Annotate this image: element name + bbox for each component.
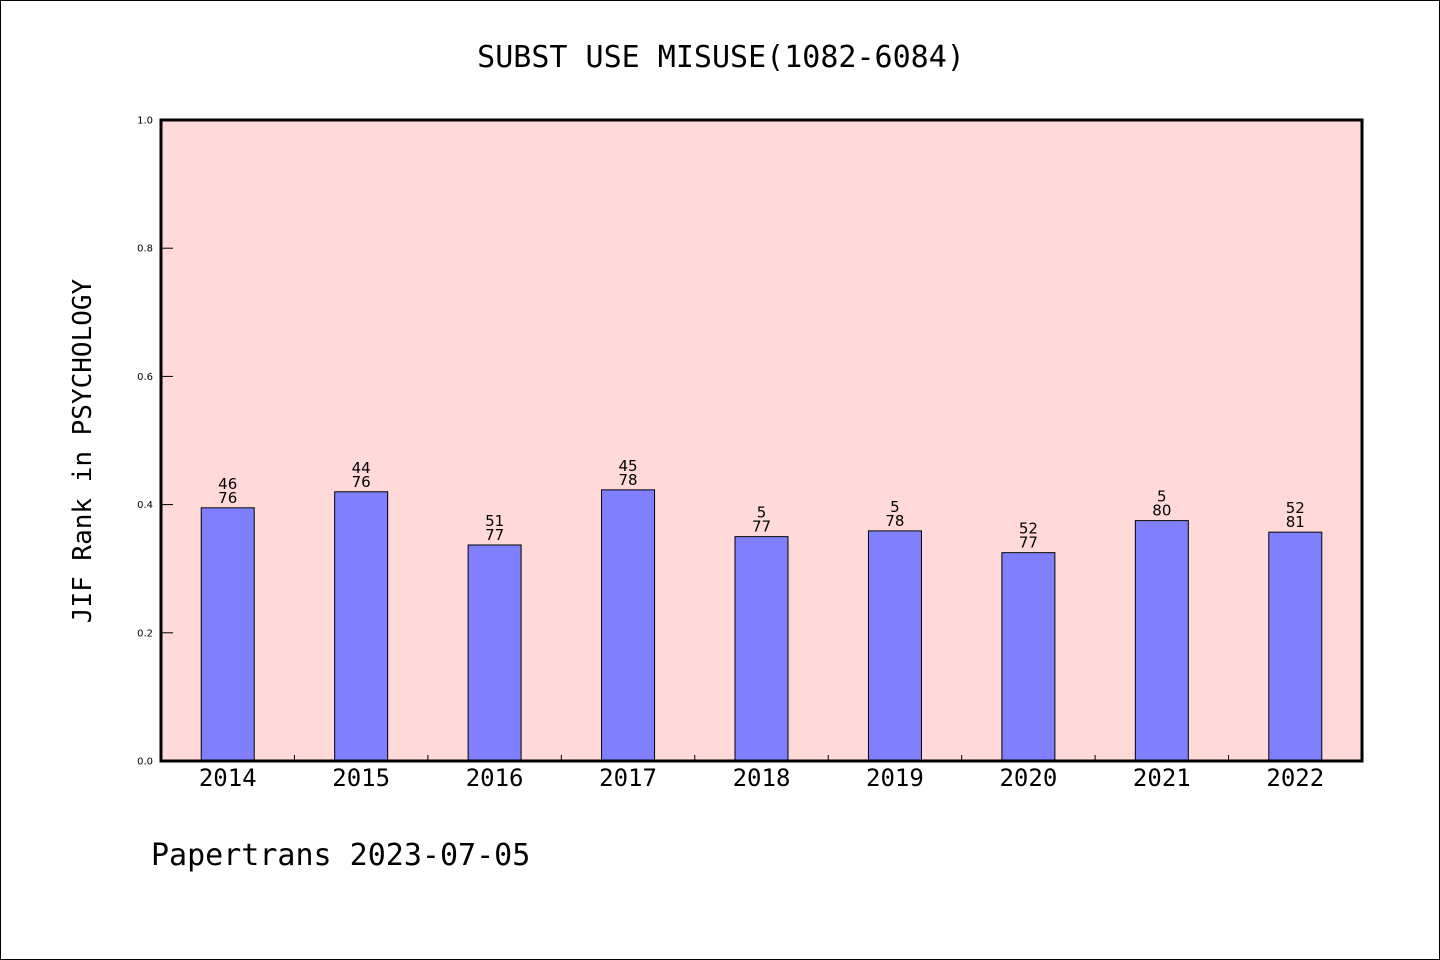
y-tick-label-0.8: 0.8 [137,244,153,255]
y-tick-label-1.0: 1.0 [137,116,153,127]
chart-title: SUBST USE MISUSE(1082-6084) [477,40,965,75]
data-label-top-2017: 45 [619,457,638,475]
x-tick-label-2020: 2020 [999,764,1057,792]
data-label-bottom-2017: 78 [619,471,638,489]
data-label-top-2019: 5 [890,498,900,516]
data-label-bottom-2021: 80 [1152,502,1171,520]
data-label-bottom-2018: 77 [752,518,771,536]
plot-border [159,118,1364,763]
bar-2017 [601,489,656,762]
data-label-top-2016: 51 [485,512,504,530]
footer-watermark: Papertrans 2023-07-05 [151,838,530,873]
x-tick-label-2021: 2021 [1133,764,1191,792]
bar-2019 [867,530,922,762]
x-tick-label-2018: 2018 [733,764,791,792]
y-tick-label-0.0: 0.0 [137,757,153,768]
data-label-bottom-2020: 77 [1019,534,1038,552]
bar-2020 [1001,552,1056,762]
x-axis-ticks: 2014 2015 2016 2017 2018 2019 2020 2021 2022 [199,755,1324,792]
y-tick-label-0.2: 0.2 [137,628,153,639]
y-tick-label-0.6: 0.6 [137,372,153,383]
x-tick-label-2014: 2014 [199,764,257,792]
x-tick-label-2015: 2015 [332,764,390,792]
bar-2015 [334,491,389,762]
data-label-top-2020: 52 [1019,520,1038,538]
data-label-bottom-2022: 81 [1286,513,1305,531]
x-tick-label-2016: 2016 [466,764,524,792]
y-tick-label-0.4: 0.4 [137,500,153,511]
bar-2018 [734,536,789,762]
data-label-bottom-2014: 76 [218,489,237,507]
x-tick-label-2019: 2019 [866,764,924,792]
bar-2021 [1134,520,1189,762]
bar-2016 [467,544,522,762]
data-label-top-2015: 44 [352,459,371,477]
data-label-bottom-2015: 76 [352,473,371,491]
data-label-bottom-2019: 78 [885,512,904,530]
data-label-top-2018: 5 [757,504,767,522]
bar-2014 [200,507,255,762]
x-tick-label-2017: 2017 [599,764,657,792]
data-label-top-2022: 52 [1286,499,1305,517]
data-label-top-2021: 5 [1157,488,1167,506]
y-axis-label: JIF Rank in PSYCHOLOGY [68,278,98,623]
x-tick-label-2022: 2022 [1266,764,1324,792]
bars-layer [200,489,1323,762]
data-label-top-2014: 46 [218,475,237,493]
bar-2022 [1268,531,1323,762]
data-label-bottom-2016: 77 [485,526,504,544]
